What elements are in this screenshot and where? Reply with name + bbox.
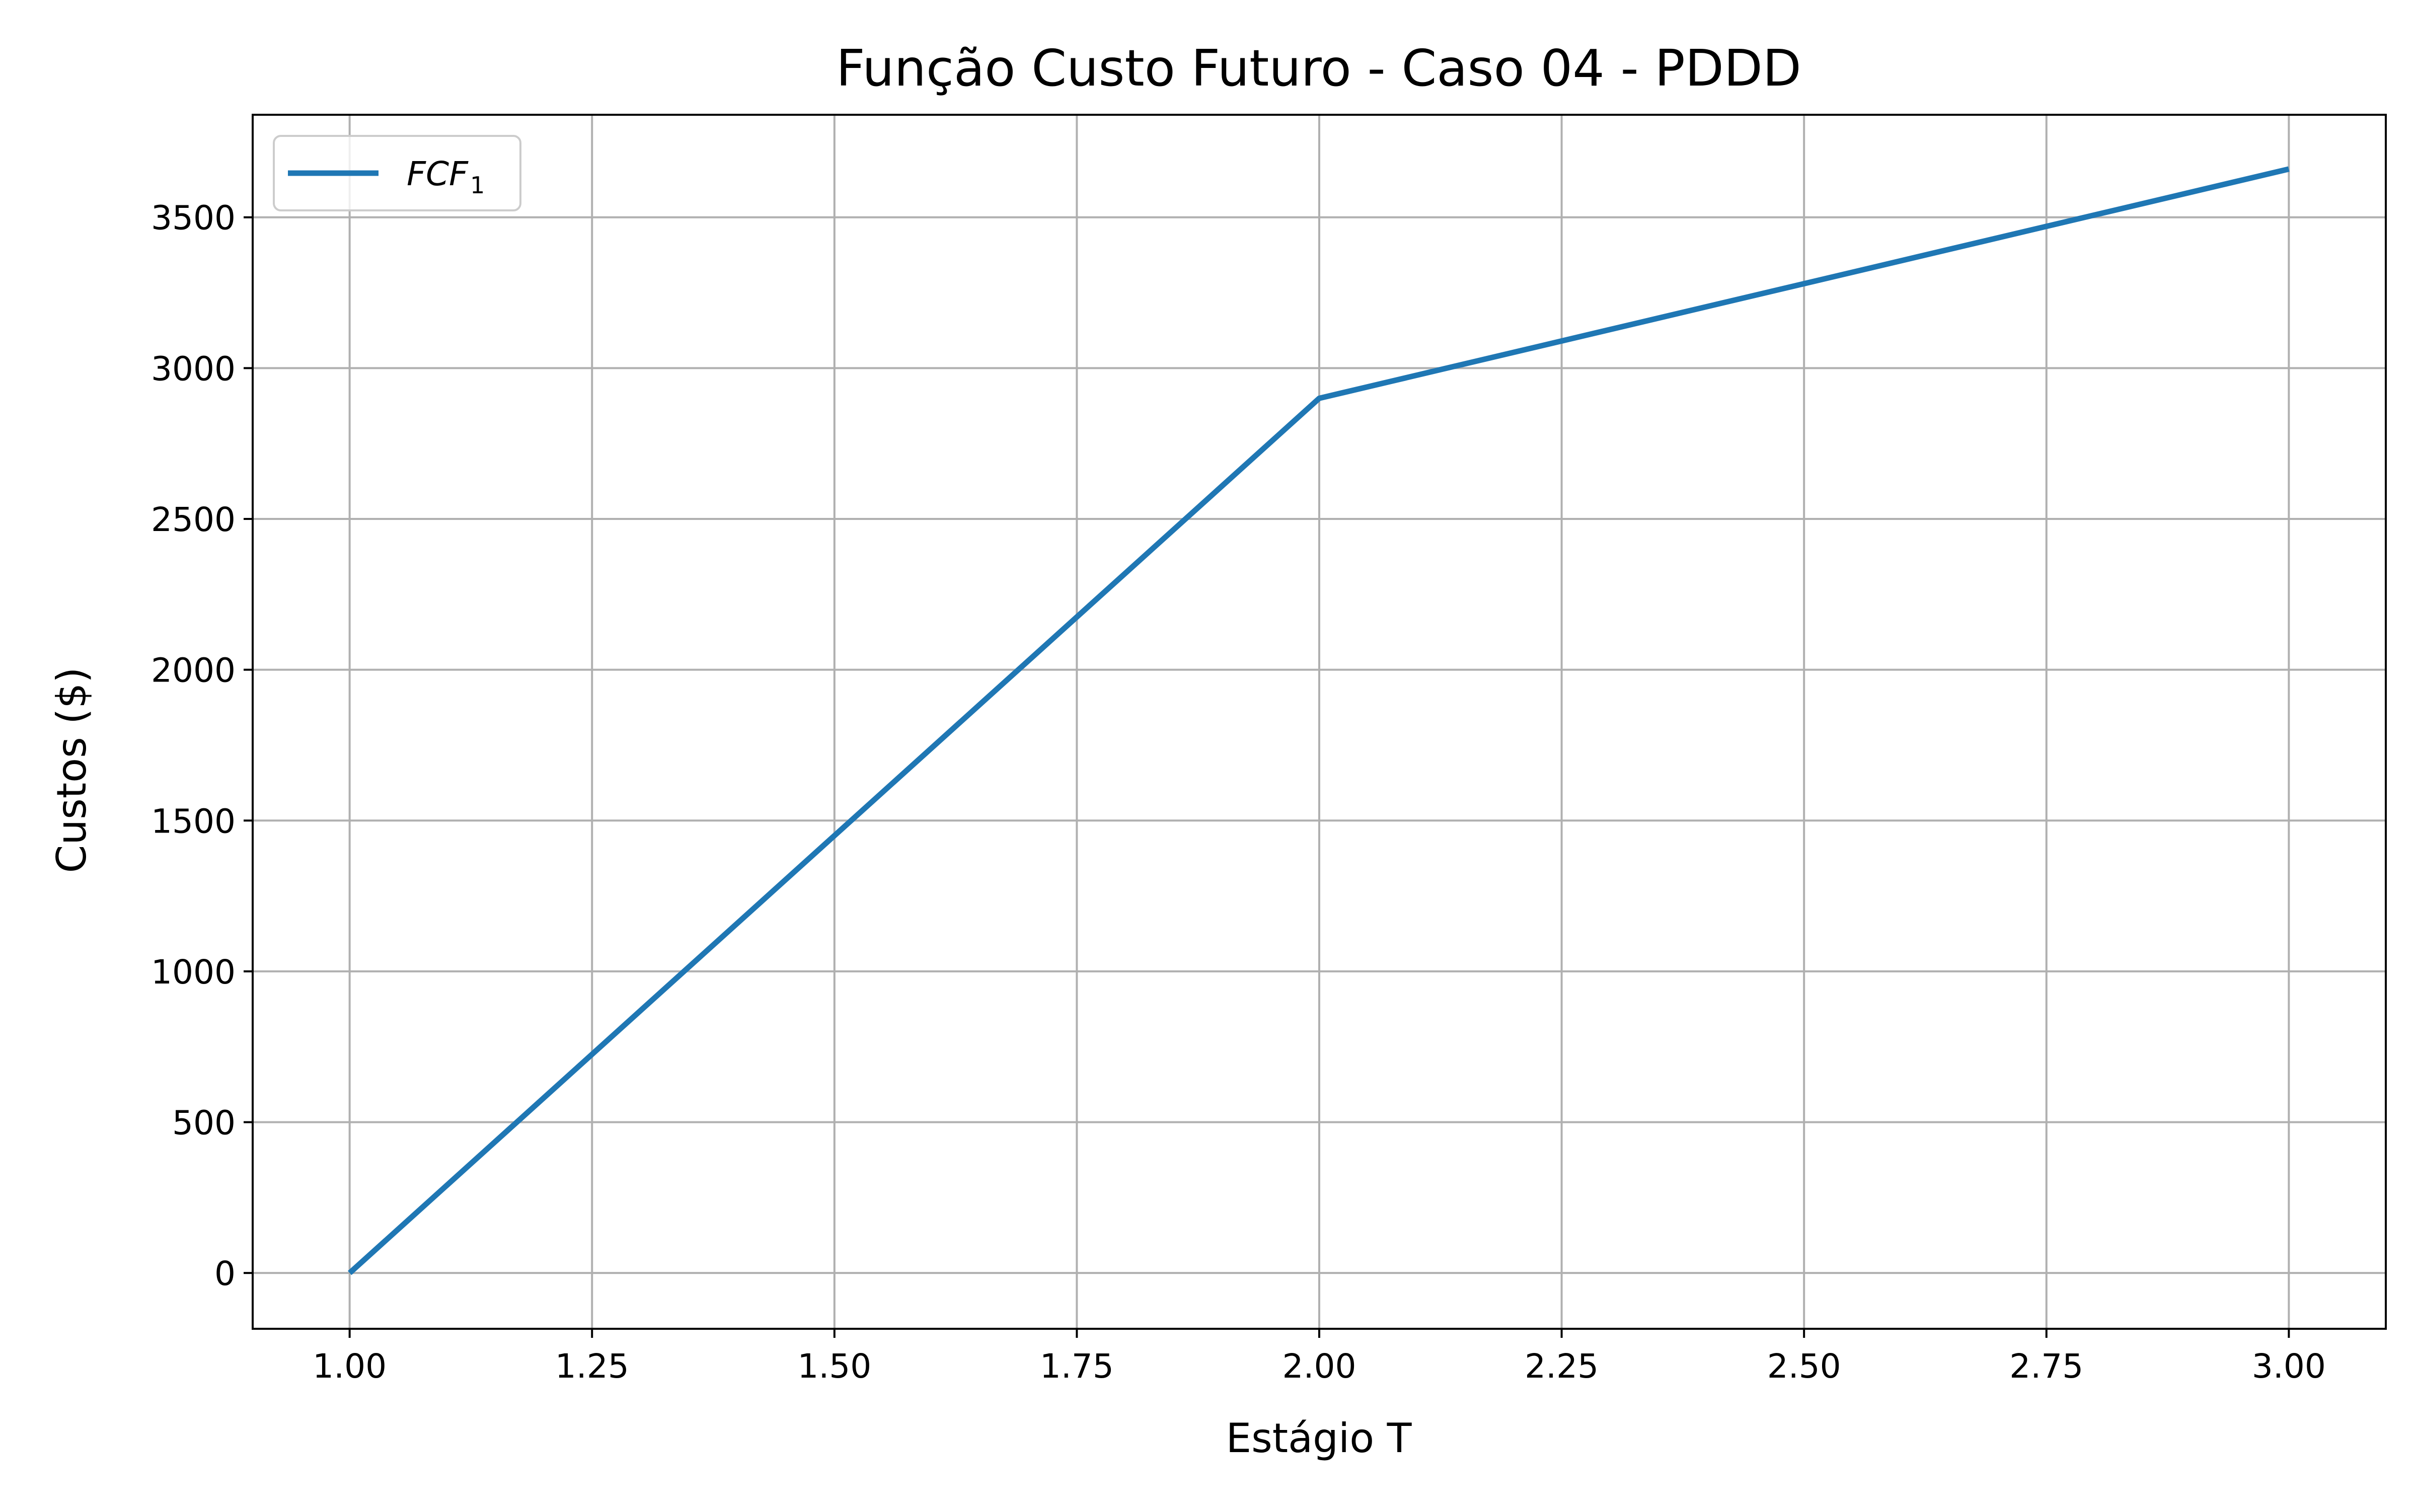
series-layer bbox=[347, 166, 2290, 1275]
legend-series-name: FCF bbox=[407, 155, 469, 193]
y-tick-label: 2500 bbox=[151, 500, 236, 539]
y-tick-label: 3500 bbox=[151, 199, 236, 238]
y-axis-label: Custos ($) bbox=[48, 667, 95, 873]
legend-box bbox=[273, 135, 521, 211]
x-tick-label: 1.25 bbox=[555, 1347, 629, 1386]
x-axis-label: Estágio T bbox=[1226, 1415, 1412, 1462]
legend-series-subscript: 1 bbox=[470, 172, 485, 199]
y-tick-label: 500 bbox=[172, 1104, 236, 1143]
legend-label: FCF1 bbox=[407, 155, 485, 199]
x-tick-label: 2.75 bbox=[2009, 1347, 2083, 1386]
x-tick-label: 2.25 bbox=[1525, 1347, 1599, 1386]
x-tick-label: 3.00 bbox=[2252, 1347, 2326, 1386]
legend: FCF1 bbox=[273, 135, 521, 211]
y-tick-label: 2000 bbox=[151, 651, 236, 690]
x-tick-label: 1.50 bbox=[797, 1347, 871, 1386]
x-tick-label: 2.50 bbox=[1767, 1347, 1841, 1386]
x-tick-label: 1.75 bbox=[1040, 1347, 1114, 1386]
series-line bbox=[347, 166, 2290, 1275]
y-axis-ticks: 0 500 1000 1500 2000 2500 3000 3500 bbox=[151, 199, 253, 1293]
y-tick-label: 3000 bbox=[151, 349, 236, 388]
x-tick-label: 1.00 bbox=[313, 1347, 387, 1386]
y-tick-label: 0 bbox=[214, 1254, 236, 1293]
chart-title: Função Custo Futuro - Caso 04 - PDDD bbox=[836, 39, 1801, 98]
y-tick-label: 1000 bbox=[151, 953, 236, 992]
x-axis-ticks: 1.00 1.25 1.50 1.75 2.00 2.25 2.50 2.75 3.00 bbox=[313, 1329, 2326, 1386]
x-tick-label: 2.00 bbox=[1282, 1347, 1356, 1386]
grid bbox=[253, 115, 2386, 1329]
y-tick-label: 1500 bbox=[151, 802, 236, 841]
